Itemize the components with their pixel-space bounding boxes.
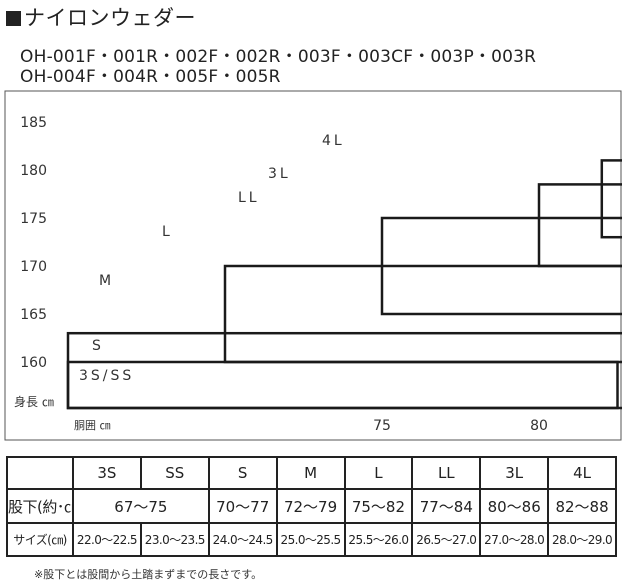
model-list-line-2: OH-004F・004R・005F・005R (20, 67, 281, 87)
y-tick-label: 185 (20, 115, 47, 131)
page-title-text: ナイロンウェダー (24, 6, 196, 30)
inseam-value: 72〜79 (275, 488, 346, 524)
size-table-corner (6, 456, 74, 490)
x-axis-label: 胴囲 ㎝ (74, 419, 111, 432)
size-table-header-row: 3S SS S M L LL 3L 4L (6, 456, 617, 490)
x-tick-label: 80 (530, 418, 548, 434)
size-box-label: L (162, 224, 173, 240)
page-title: ナイロンウェダー (6, 2, 196, 32)
inseam-value: 70〜77 (207, 488, 278, 524)
size-header-cell: 4L (547, 456, 617, 490)
size-box-3l (600, 159, 622, 239)
inseam-value: 77〜84 (411, 488, 482, 524)
size-box-label: 3L (268, 166, 291, 182)
shoe-size-row-label: サイズ(㎝) (6, 522, 74, 557)
inseam-note: ※股下とは股間から土踏まずまでの長さです。 (34, 568, 263, 581)
shoe-size-value: 24.0〜24.5 (207, 522, 278, 557)
model-list-line-1: OH-001F・001R・002F・002R・003F・003CF・003P・0… (20, 47, 537, 67)
size-header-cell: SS (139, 456, 210, 490)
shoe-size-value: 23.0〜23.5 (139, 522, 210, 557)
size-box-m (223, 264, 622, 364)
shoe-size-value: 27.0〜28.0 (479, 522, 550, 557)
size-box-label: M (99, 273, 114, 289)
inseam-row-label: 股下(約･㎝) (6, 488, 74, 524)
y-axis-label: 身長 ㎝ (14, 394, 54, 409)
size-box-label: 4L (322, 133, 345, 149)
shoe-size-value: 25.5〜26.0 (343, 522, 414, 557)
shoe-size-value: 26.5〜27.0 (411, 522, 482, 557)
inseam-value: 82〜88 (547, 488, 617, 524)
size-header-cell: S (207, 456, 278, 490)
shoe-size-value: 22.0〜22.5 (72, 522, 142, 557)
y-tick-label: 170 (20, 259, 47, 275)
y-tick-labels: 160 165 170 175 180 185 (20, 115, 47, 371)
size-box-label: LL (238, 190, 260, 206)
size-header-cell: 3L (479, 456, 550, 490)
size-box-ll (537, 183, 622, 268)
size-box-label: S (92, 338, 104, 354)
size-header-cell: M (275, 456, 346, 490)
inseam-row: 股下(約･㎝) 67〜75 70〜77 72〜79 75〜82 77〜84 80… (6, 488, 617, 524)
inseam-value: 80〜86 (479, 488, 550, 524)
x-tick-labels: 7580859095100105 (373, 418, 548, 434)
y-tick-label: 160 (20, 355, 47, 371)
shoe-size-value: 28.0〜29.0 (547, 522, 617, 557)
inseam-value: 67〜75 (72, 488, 210, 524)
size-header-cell: 3S (72, 456, 142, 490)
square-bullet-icon (6, 11, 21, 26)
size-header-cell: L (343, 456, 414, 490)
shoe-size-value: 25.0〜25.5 (275, 522, 346, 557)
size-box-s (66, 331, 622, 410)
y-tick-label: 180 (20, 163, 47, 179)
size-box-label: 3S/SS (79, 368, 134, 384)
shoe-size-row: サイズ(㎝) 22.0〜22.5 23.0〜23.5 24.0〜24.5 25.0〜2… (6, 522, 617, 557)
x-tick-label: 75 (373, 418, 391, 434)
inseam-value: 75〜82 (343, 488, 414, 524)
y-tick-label: 165 (20, 307, 47, 323)
y-tick-label: 175 (20, 211, 47, 227)
size-header-cell: LL (411, 456, 482, 490)
